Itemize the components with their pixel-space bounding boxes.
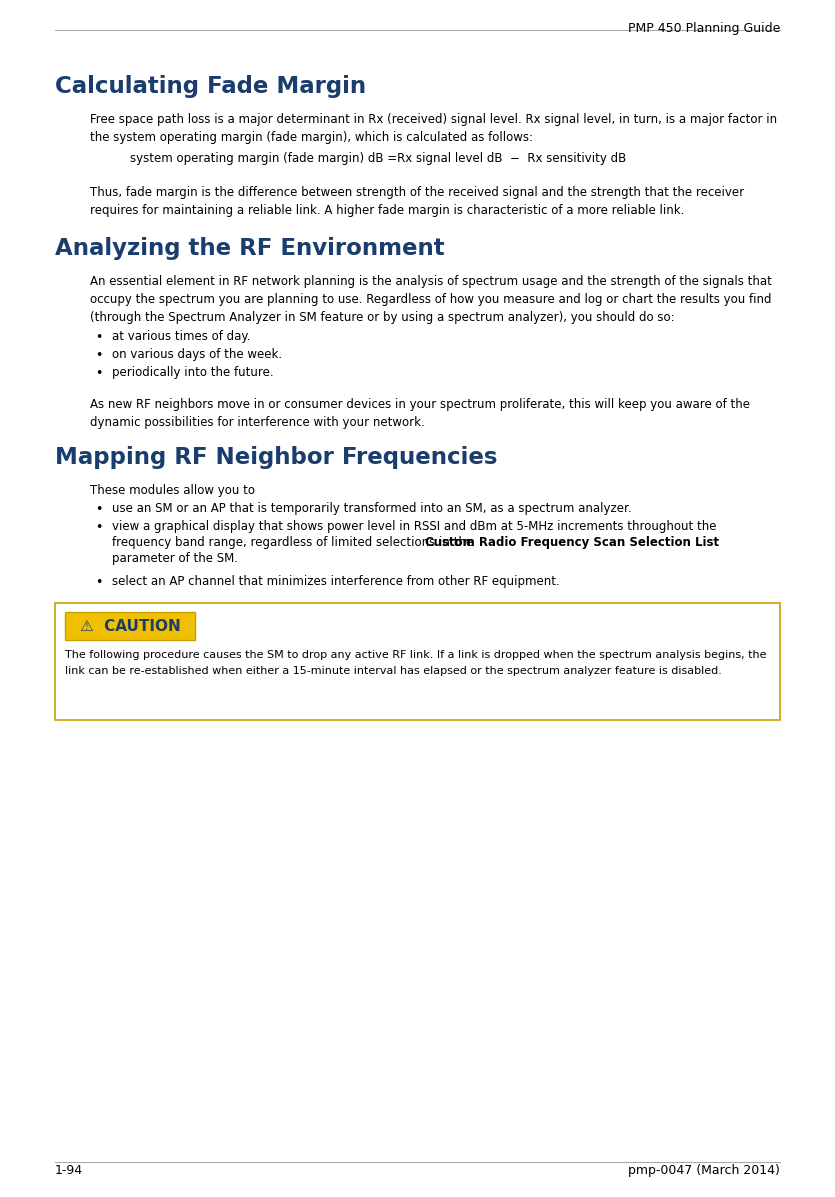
Text: Calculating Fade Margin: Calculating Fade Margin	[55, 75, 366, 98]
Text: Thus, fade margin is the difference between strength of the received signal and : Thus, fade margin is the difference betw…	[90, 186, 744, 217]
Text: view a graphical display that shows power level in RSSI and dBm at 5-MHz increme: view a graphical display that shows powe…	[112, 519, 716, 533]
Bar	[65, 612, 195, 640]
Text: 1-94: 1-94	[55, 1163, 84, 1177]
Text: Mapping RF Neighbor Frequencies: Mapping RF Neighbor Frequencies	[55, 446, 498, 469]
Text: Free space path loss is a major determinant in Rx (received) signal level. Rx si: Free space path loss is a major determin…	[90, 113, 777, 144]
Text: The following procedure causes the SM to drop any active RF link. If a link is d: The following procedure causes the SM to…	[65, 650, 767, 675]
Text: These modules allow you to: These modules allow you to	[90, 484, 255, 497]
Text: •: •	[95, 521, 103, 534]
Text: at various times of day.: at various times of day.	[112, 330, 250, 344]
Text: As new RF neighbors move in or consumer devices in your spectrum proliferate, th: As new RF neighbors move in or consumer …	[90, 397, 750, 429]
Text: •: •	[95, 350, 103, 361]
Text: An essential element in RF network planning is the analysis of spectrum usage an: An essential element in RF network plann…	[90, 275, 772, 324]
Text: •: •	[95, 576, 103, 589]
Text: periodically into the future.: periodically into the future.	[112, 366, 274, 379]
Text: pmp-0047 (March 2014): pmp-0047 (March 2014)	[628, 1163, 780, 1177]
Text: •: •	[95, 332, 103, 344]
Text: parameter of the SM.: parameter of the SM.	[112, 552, 238, 565]
Text: PMP 450 Planning Guide: PMP 450 Planning Guide	[628, 22, 780, 35]
Text: frequency band range, regardless of limited selections in the: frequency band range, regardless of limi…	[112, 536, 477, 549]
Text: use an SM or an AP that is temporarily transformed into an SM, as a spectrum ana: use an SM or an AP that is temporarily t…	[112, 502, 631, 515]
Text: Custom Radio Frequency Scan Selection List: Custom Radio Frequency Scan Selection Li…	[425, 536, 719, 549]
Text: on various days of the week.: on various days of the week.	[112, 348, 282, 361]
Text: system operating margin (fade margin) dB =Rx signal level dB  −  Rx sensitivity : system operating margin (fade margin) dB…	[130, 152, 626, 165]
Text: select an AP channel that minimizes interference from other RF equipment.: select an AP channel that minimizes inte…	[112, 575, 559, 588]
Text: •: •	[95, 503, 103, 516]
Text: •: •	[95, 367, 103, 379]
Text: ⚠  CAUTION: ⚠ CAUTION	[79, 619, 180, 633]
Bar	[55, 603, 780, 721]
Text: Analyzing the RF Environment: Analyzing the RF Environment	[55, 237, 444, 260]
